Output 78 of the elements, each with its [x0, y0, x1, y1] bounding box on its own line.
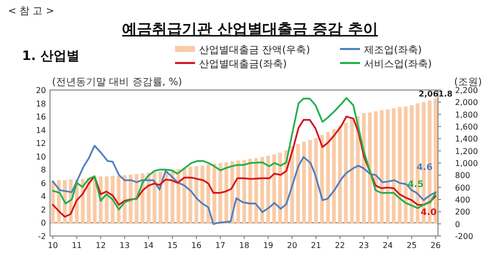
y-tick-label: 6	[40, 178, 46, 188]
bar	[314, 138, 318, 224]
bar	[296, 144, 300, 224]
y2-tick-label: 1,200	[455, 146, 478, 156]
y-tick-label: 2	[40, 205, 46, 214]
x-tick-label: 15	[167, 241, 178, 250]
bar	[182, 168, 186, 224]
text: < 참 고 >	[8, 6, 54, 17]
bar	[170, 170, 174, 224]
y2-tick-label: 400	[455, 196, 470, 204]
data-label: 4.0	[420, 208, 437, 218]
y-tick-label: 12	[36, 139, 46, 148]
y2-tick-label: 200	[455, 208, 470, 217]
legend-label: 제조업(좌축)	[364, 45, 422, 56]
line-series	[52, 116, 436, 218]
bar	[386, 109, 390, 224]
line-series	[52, 97, 436, 210]
x-tick-label: 24	[382, 241, 393, 250]
x-tick-label: 18	[239, 241, 250, 250]
bar	[338, 126, 342, 224]
y2-tick-label: 2,000	[455, 98, 478, 108]
y2-tick-label: 0	[455, 220, 460, 229]
bar	[320, 135, 324, 224]
y2-tick-label: -200	[455, 232, 474, 241]
x-tick-label: 25	[406, 241, 417, 250]
x-tick-label: 11	[72, 241, 82, 250]
x-tick-label: 14	[143, 241, 154, 250]
y2-axis-title: (조원)	[454, 77, 482, 88]
y-axis-title: (전년동기말 대비 증감률, %)	[52, 77, 182, 88]
x-tick-label: 23	[358, 241, 369, 250]
bar	[380, 110, 384, 224]
y-tick-label: 16	[36, 112, 46, 122]
line-series	[52, 144, 436, 225]
bar	[332, 128, 336, 224]
y-tick-label: -2	[38, 232, 46, 241]
x-tick-label: 13	[120, 241, 130, 250]
bar	[188, 166, 192, 224]
data-label: 2,061.8	[418, 89, 453, 98]
x-tick-label: 16	[191, 241, 202, 250]
x-tick-label: 10	[48, 241, 58, 250]
data-label: 4.5	[408, 180, 424, 190]
x-tick-label: 21	[310, 241, 322, 250]
y2-tick-label: 600	[455, 183, 470, 192]
bar	[398, 107, 402, 224]
bar	[404, 106, 408, 224]
y2-tick-label: 1,000	[455, 159, 478, 168]
bar	[326, 132, 330, 224]
y2-tick-label: 1,800	[455, 110, 478, 120]
y2-tick-label: 2,200	[455, 86, 478, 95]
x-tick-label: 17	[215, 241, 226, 250]
chart-subtitle: 1. 산업별	[22, 49, 80, 64]
y2-tick-label: 1,600	[455, 122, 478, 132]
bar	[164, 170, 168, 224]
x-tick-label: 19	[263, 241, 274, 250]
x-tick-label: 26	[430, 241, 441, 250]
bar	[194, 166, 198, 224]
data-label: 4.6	[416, 163, 433, 174]
legend-label: 산업별대출금 잔액(우축)	[199, 45, 310, 56]
bar	[344, 122, 348, 224]
x-tick-label: 20	[286, 241, 298, 250]
y-tick-label: 0	[40, 218, 46, 228]
bar	[152, 172, 156, 224]
legend-label: 서비스업(좌축)	[364, 59, 432, 70]
bar	[302, 142, 306, 224]
x-tick-label: 22	[334, 241, 346, 250]
y-tick-label: 10	[36, 152, 46, 162]
y-tick-label: 20	[36, 86, 46, 95]
y-tick-label: 18	[36, 99, 46, 108]
bar	[350, 119, 354, 224]
y-tick-label: 4	[40, 192, 46, 202]
legend-label: 산업별대출금(좌축)	[199, 59, 287, 70]
y-tick-label: 8	[40, 166, 46, 175]
chart-title: 예금취급기관 산업별대출금 증감 추이	[122, 20, 378, 38]
y-tick-label: 14	[36, 126, 46, 135]
bar	[308, 140, 312, 224]
y2-tick-label: 1,400	[455, 134, 478, 144]
x-tick-label: 12	[96, 241, 106, 250]
y2-tick-label: 800	[455, 171, 470, 180]
